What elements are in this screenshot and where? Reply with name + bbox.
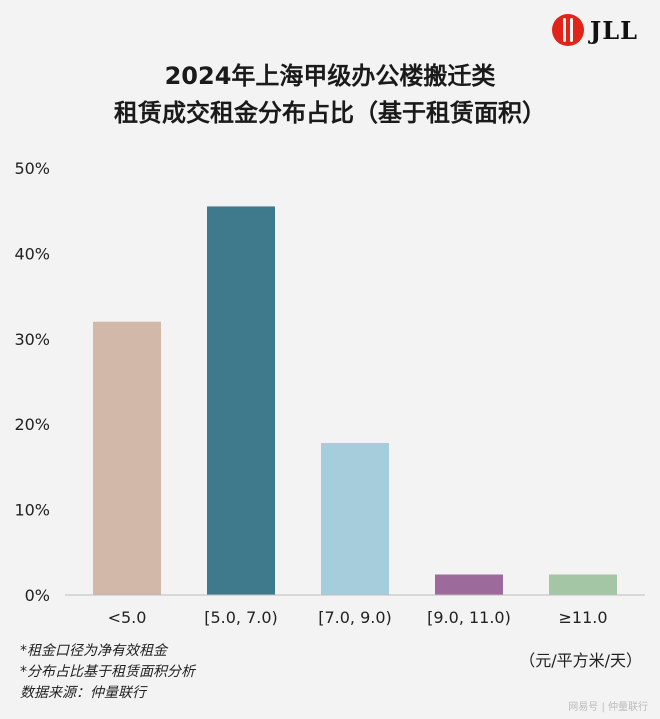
chart-title: 2024年上海甲级办公楼搬迁类 租赁成交租金分布占比（基于租赁面积） [0,58,660,132]
bar [93,321,161,595]
bar [321,442,389,595]
footnote-share-basis: *分布占比基于租赁面积分析 [20,664,195,680]
bar [549,574,617,595]
unit-label: （元/平方米/天） [519,651,642,670]
brand-logo: JLL [551,14,638,46]
jll-circle-logo-icon [551,14,584,46]
x-tick-label: [5.0, 7.0) [204,608,278,627]
chart-title-line-1: 2024年上海甲级办公楼搬迁类 [164,62,496,90]
y-tick-label: 20% [14,415,50,434]
bar [435,574,503,595]
footnotes: *租金口径为净有效租金 *分布占比基于租赁面积分析 数据来源：仲量联行 [20,641,195,704]
y-tick-label: 10% [14,501,50,520]
y-tick-label: 50% [14,159,50,178]
watermark: 网易号 | 仲量联行 [568,702,648,713]
x-tick-label: [7.0, 9.0) [318,608,392,627]
y-tick-label: 40% [14,244,50,263]
footnote-source: 数据来源：仲量联行 [20,685,146,701]
brand-name: JLL [589,15,638,45]
y-tick-label: 30% [14,330,50,349]
chart-title-line-2: 租赁成交租金分布占比（基于租赁面积） [114,99,546,127]
y-tick-label: 0% [25,586,50,605]
x-tick-label: ≥11.0 [558,608,607,627]
bar-chart: 0% 10% 20% 30% 40% 50% <5.0 [5.0, 7.0) [7.0, 9.0… [14,159,645,627]
x-tick-label: [9.0, 11.0) [427,608,511,627]
bar [207,206,275,595]
footnote-rent-basis: *租金口径为净有效租金 [20,643,167,659]
x-tick-label: <5.0 [108,608,147,627]
